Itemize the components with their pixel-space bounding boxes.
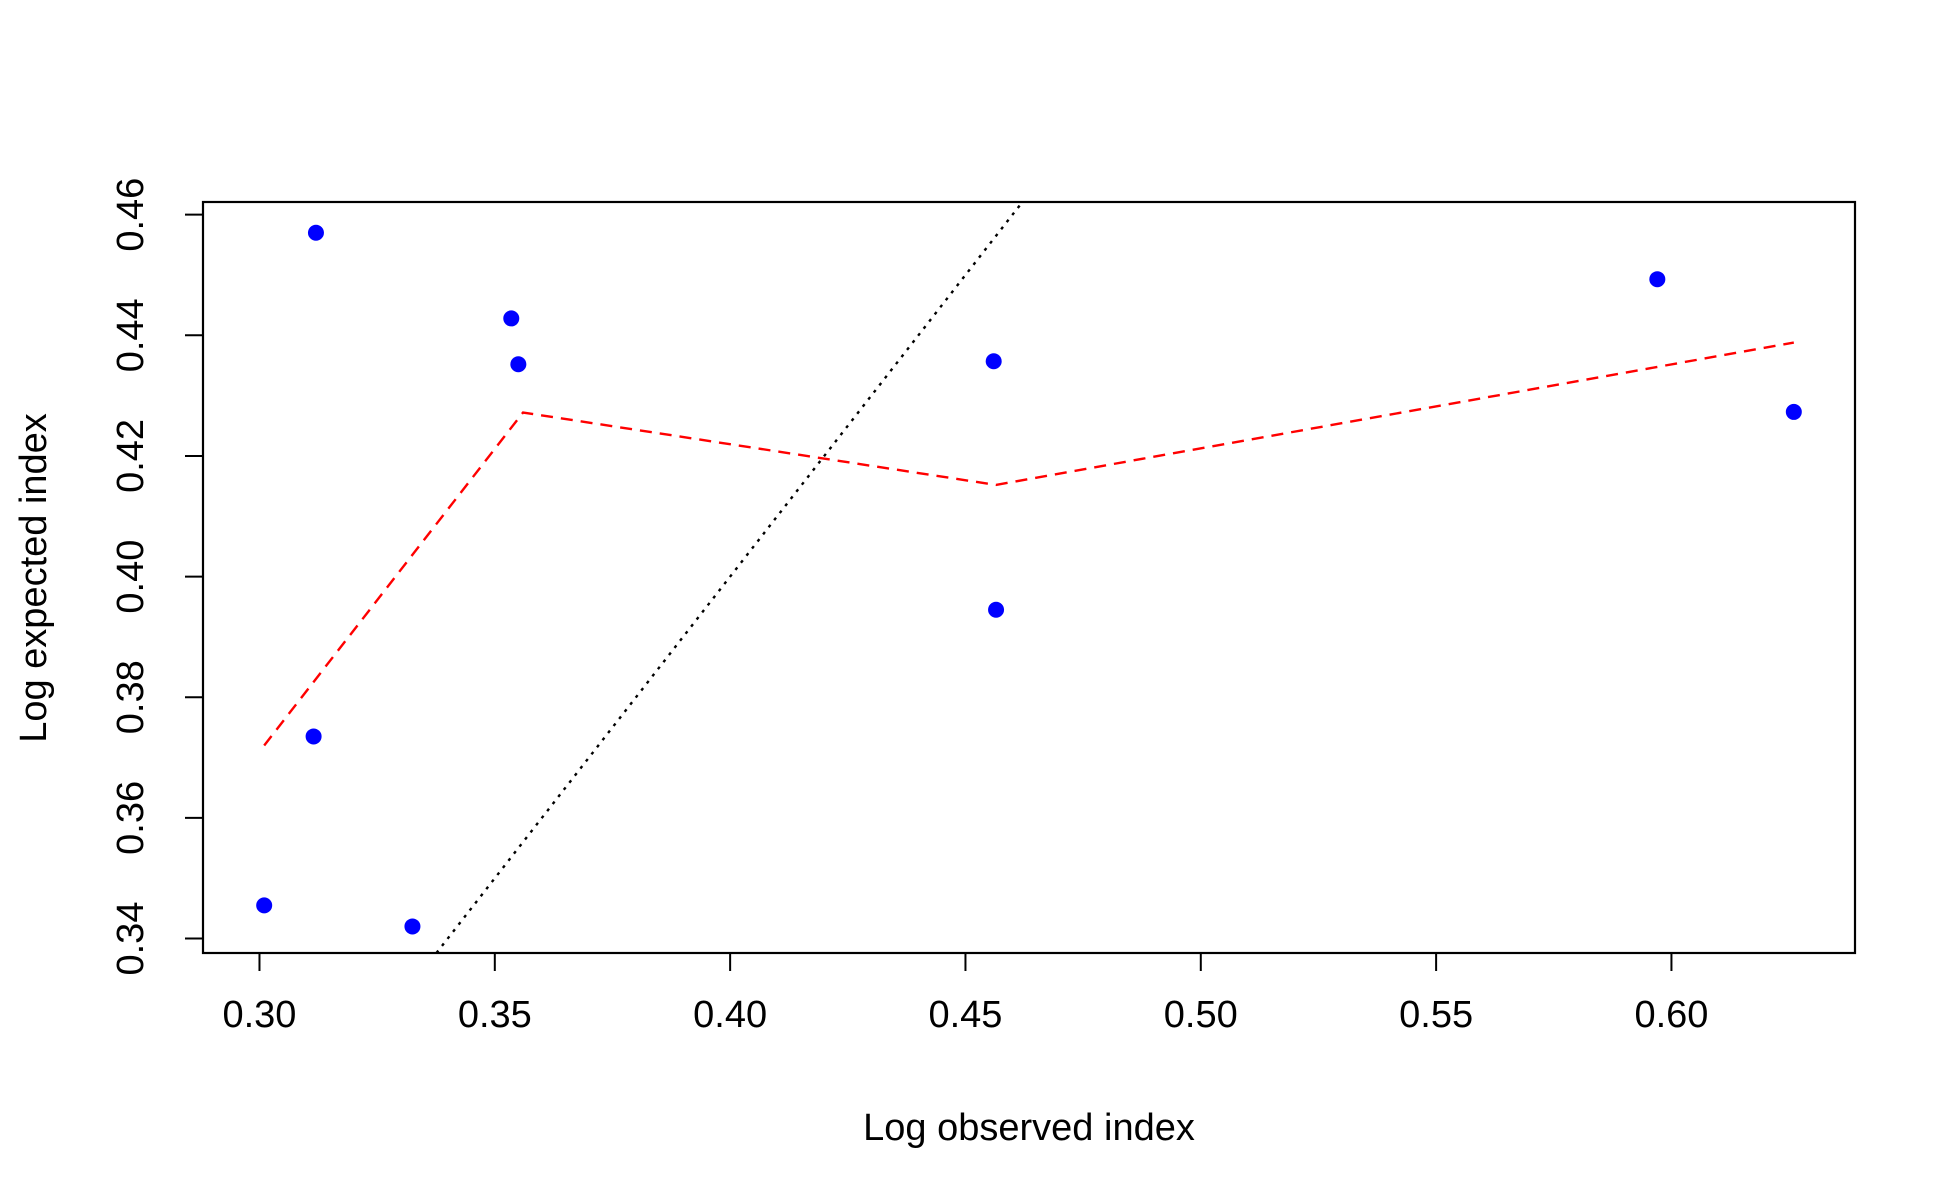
y-tick-label: 0.40: [110, 540, 152, 614]
data-point: [503, 310, 520, 327]
x-tick-label: 0.55: [1399, 994, 1473, 1036]
data-point: [404, 918, 421, 935]
x-axis-label: Log observed index: [863, 1107, 1195, 1149]
identity-reference-line: [435, 202, 1024, 953]
data-point: [307, 224, 324, 241]
data-point: [988, 601, 1005, 618]
data-point: [510, 356, 527, 373]
data-point: [256, 897, 273, 914]
data-point: [1785, 403, 1802, 420]
y-tick-label: 0.46: [110, 178, 152, 252]
y-axis-label: Log expected index: [13, 413, 55, 743]
x-tick-label: 0.50: [1164, 994, 1238, 1036]
plot-frame: [201, 200, 1857, 955]
data-point: [305, 728, 322, 745]
y-tick-label: 0.34: [110, 902, 152, 976]
x-tick-label: 0.35: [458, 994, 532, 1036]
y-tick-label: 0.36: [110, 781, 152, 855]
y-tick-label: 0.42: [110, 419, 152, 493]
x-tick-label: 0.60: [1634, 994, 1708, 1036]
x-tick-label: 0.40: [693, 994, 767, 1036]
x-axis: 0.30 0.35 0.40 0.45 0.50 0.55 0.60: [222, 952, 1708, 1036]
smooth-trend-line: [263, 341, 1795, 747]
x-tick-label: 0.30: [222, 994, 296, 1036]
data-point: [1649, 271, 1666, 288]
y-tick-label: 0.44: [110, 298, 152, 372]
plot-content: [256, 202, 1802, 953]
y-tick-label: 0.38: [110, 660, 152, 734]
data-point: [985, 353, 1002, 370]
x-tick-label: 0.45: [928, 994, 1002, 1036]
y-axis: 0.34 0.36 0.38 0.40 0.42 0.44 0.46: [110, 178, 204, 976]
